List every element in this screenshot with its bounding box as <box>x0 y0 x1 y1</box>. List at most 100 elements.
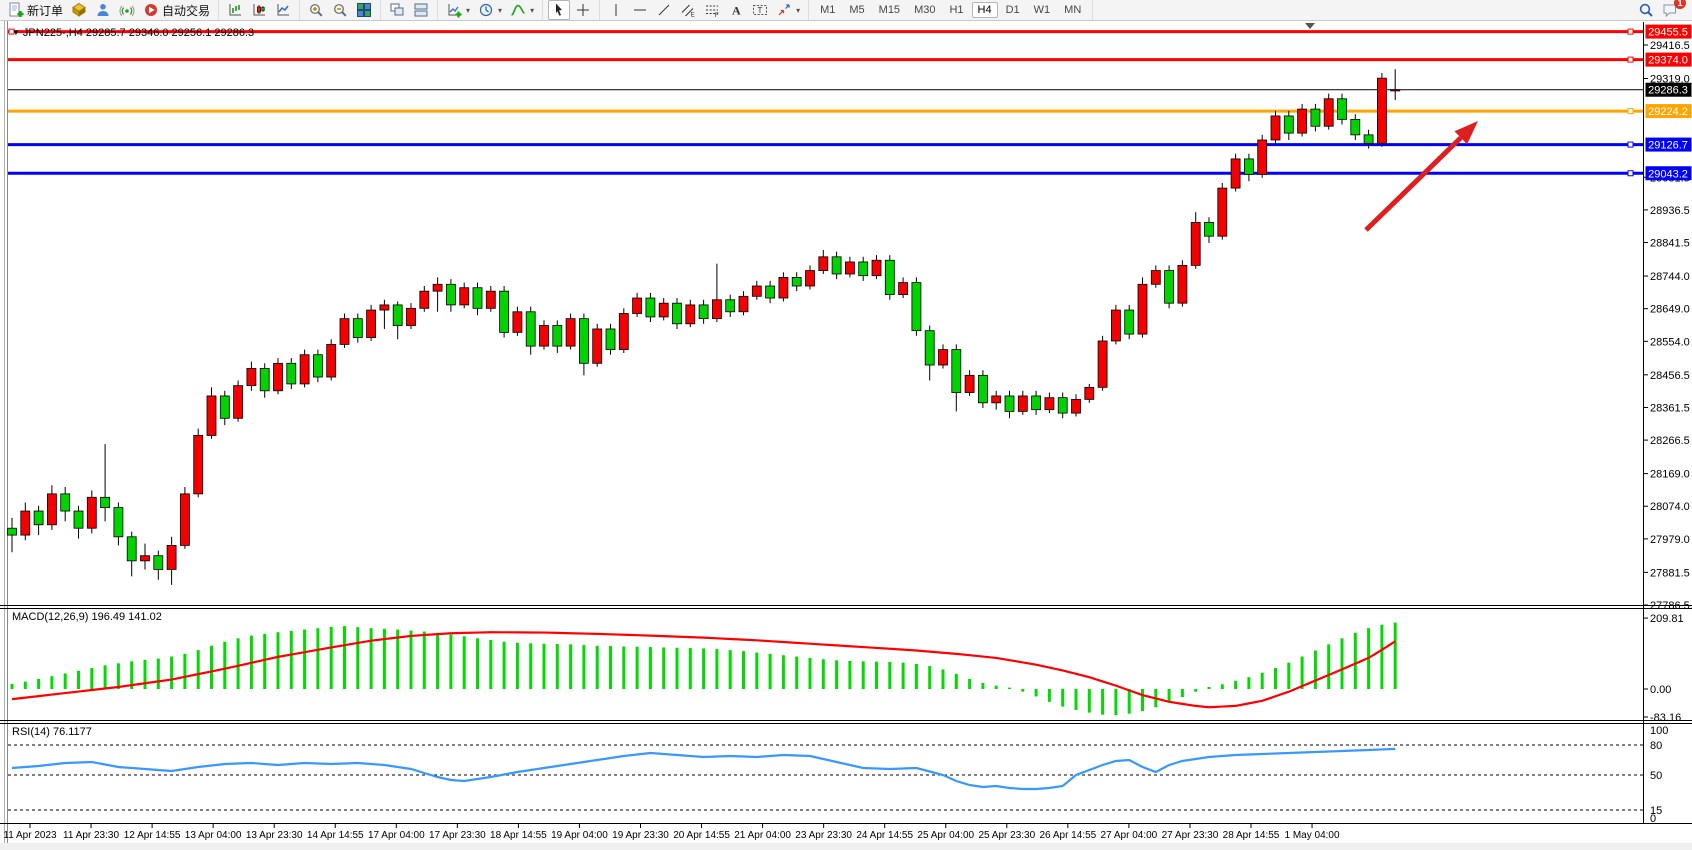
line-handle[interactable] <box>1627 170 1634 177</box>
svg-text:29455.5: 29455.5 <box>1648 27 1688 39</box>
arrange-windows-button[interactable] <box>410 0 432 20</box>
tf-mn-button[interactable]: MN <box>1064 4 1082 16</box>
line-chart-button[interactable] <box>272 0 294 20</box>
shapes-icon <box>778 4 790 16</box>
chat-button[interactable]: 1 <box>1659 0 1686 20</box>
line-handle[interactable] <box>1627 108 1634 115</box>
pane-separators[interactable] <box>0 605 1692 824</box>
line-chart-icon <box>277 4 290 16</box>
candle-body <box>791 277 802 287</box>
bar-chart-button[interactable] <box>224 0 246 20</box>
candle-body <box>672 302 682 325</box>
crosshair-button[interactable] <box>572 0 594 20</box>
cascade-windows-button[interactable] <box>386 0 408 20</box>
time-axis[interactable]: 11 Apr 2023 11 Apr 23:30 12 Apr 14:55 13 Ap… <box>3 823 1340 841</box>
cursor-button[interactable] <box>548 0 571 20</box>
price-tick-label: 27881.5 <box>1650 567 1690 579</box>
price-tick-label: 28169.0 <box>1650 469 1690 481</box>
signals-button[interactable] <box>116 0 138 20</box>
profiles-button[interactable]: ▾ <box>475 0 505 20</box>
candle-chart-button[interactable] <box>248 0 270 20</box>
candle-body <box>698 304 709 320</box>
svg-text:T: T <box>758 6 763 15</box>
svg-text:29043.2: 29043.2 <box>1648 168 1688 180</box>
time-tick-label: 1 May 04:00 <box>1285 830 1340 841</box>
candle-body <box>299 354 310 385</box>
fibonacci-button[interactable]: F <box>701 0 723 20</box>
time-tick-label: 27 Apr 23:30 <box>1162 830 1219 841</box>
zoom-out-button[interactable] <box>329 0 351 20</box>
horizontal-price-lines[interactable] <box>8 28 1643 177</box>
candle-body <box>1017 395 1028 412</box>
community-icon <box>97 4 109 16</box>
indicators-list-button-dropdown-caret[interactable]: ▾ <box>530 5 535 15</box>
horizontal-line-button[interactable] <box>629 0 651 20</box>
toolbar-group-arrange <box>381 0 439 21</box>
arrows-button-dropdown-caret[interactable]: ▾ <box>796 5 801 15</box>
chart-area[interactable]: 29416.529319.029031.528936.528841.528744… <box>0 21 1692 850</box>
indicators-list-button[interactable]: ▾ <box>507 0 537 20</box>
tile-windows-button[interactable] <box>353 0 375 20</box>
tile-windows-icon <box>357 3 372 17</box>
price-axis[interactable]: 29416.529319.029031.528936.528841.528744… <box>1643 22 1692 823</box>
search-button[interactable] <box>1635 0 1657 20</box>
tf-w1-button[interactable]: W1 <box>1033 4 1051 16</box>
macd-axis-label: 209.81 <box>1650 613 1684 625</box>
time-tick-label: 23 Apr 23:30 <box>795 830 852 841</box>
new-chart-button[interactable]: ▾ <box>443 0 473 20</box>
line-handle[interactable] <box>1627 56 1634 63</box>
candle-body <box>366 309 377 338</box>
candle-body <box>166 544 177 570</box>
community-button[interactable] <box>92 0 114 20</box>
text-label-button[interactable]: T <box>749 0 771 20</box>
time-tick-label: 11 Apr 23:30 <box>63 830 119 841</box>
rsi-line <box>11 747 1396 791</box>
tf-m1-button[interactable]: M1 <box>820 4 836 16</box>
line-handle[interactable] <box>8 28 15 35</box>
candle-body <box>1363 134 1374 144</box>
time-tick-label: 14 Apr 14:55 <box>307 830 364 841</box>
candle-body <box>1004 395 1015 412</box>
tf-d1-button[interactable]: D1 <box>1005 4 1020 16</box>
candle-body <box>1257 139 1268 175</box>
macd-signal <box>11 631 1396 709</box>
chart-collapse-icon[interactable]: ▼ <box>12 28 20 37</box>
line-handle[interactable] <box>1627 28 1634 35</box>
time-tick-label: 18 Apr 14:55 <box>490 830 547 841</box>
vertical-line-button[interactable] <box>605 0 627 20</box>
arrows-button[interactable]: ▾ <box>773 0 803 20</box>
line-handle[interactable] <box>1627 141 1634 148</box>
equidistant-channel-button[interactable]: E <box>677 0 699 20</box>
price-tick-label: 28649.0 <box>1650 304 1690 316</box>
tf-h4-button[interactable]: H4 <box>971 2 998 18</box>
candle-body <box>911 282 922 332</box>
candle-body <box>499 290 510 333</box>
new-chart-button-dropdown-caret[interactable]: ▾ <box>466 5 471 15</box>
text-button[interactable]: A <box>725 0 747 20</box>
candle-body <box>352 318 363 338</box>
svg-text:A: A <box>732 4 741 18</box>
label-icon: T <box>753 5 768 15</box>
price-tick-label: 28554.0 <box>1650 336 1690 348</box>
time-tick-label: 12 Apr 14:55 <box>124 830 181 841</box>
metaeditor-button[interactable] <box>68 0 90 20</box>
trend-arrow-annotation[interactable] <box>1364 121 1478 232</box>
tf-m30-button[interactable]: M30 <box>914 4 936 16</box>
candle-body <box>884 259 895 295</box>
candle-body <box>7 527 17 536</box>
macd-indicator-label: MACD(12,26,9) 196.49 141.02 <box>12 611 162 623</box>
zoom-in-button[interactable] <box>305 0 327 20</box>
new-order-button[interactable]: 新订单 <box>5 0 66 21</box>
metaeditor-icon <box>72 2 86 17</box>
autotrading-button[interactable]: 自动交易 <box>140 0 213 21</box>
candle-body <box>193 435 204 495</box>
profiles-button-dropdown-caret[interactable]: ▾ <box>498 5 503 15</box>
trendline-button[interactable] <box>653 0 675 20</box>
tf-m15-button[interactable]: M15 <box>878 4 901 16</box>
tf-h1-button[interactable]: H1 <box>949 4 964 16</box>
tf-m5-button[interactable]: M5 <box>849 4 865 16</box>
zoom-out-icon <box>334 4 347 17</box>
toolbar-right-group: 1 <box>1630 0 1692 21</box>
candle-body <box>1164 270 1174 304</box>
price-line-label: 29374.0 <box>1645 52 1692 67</box>
